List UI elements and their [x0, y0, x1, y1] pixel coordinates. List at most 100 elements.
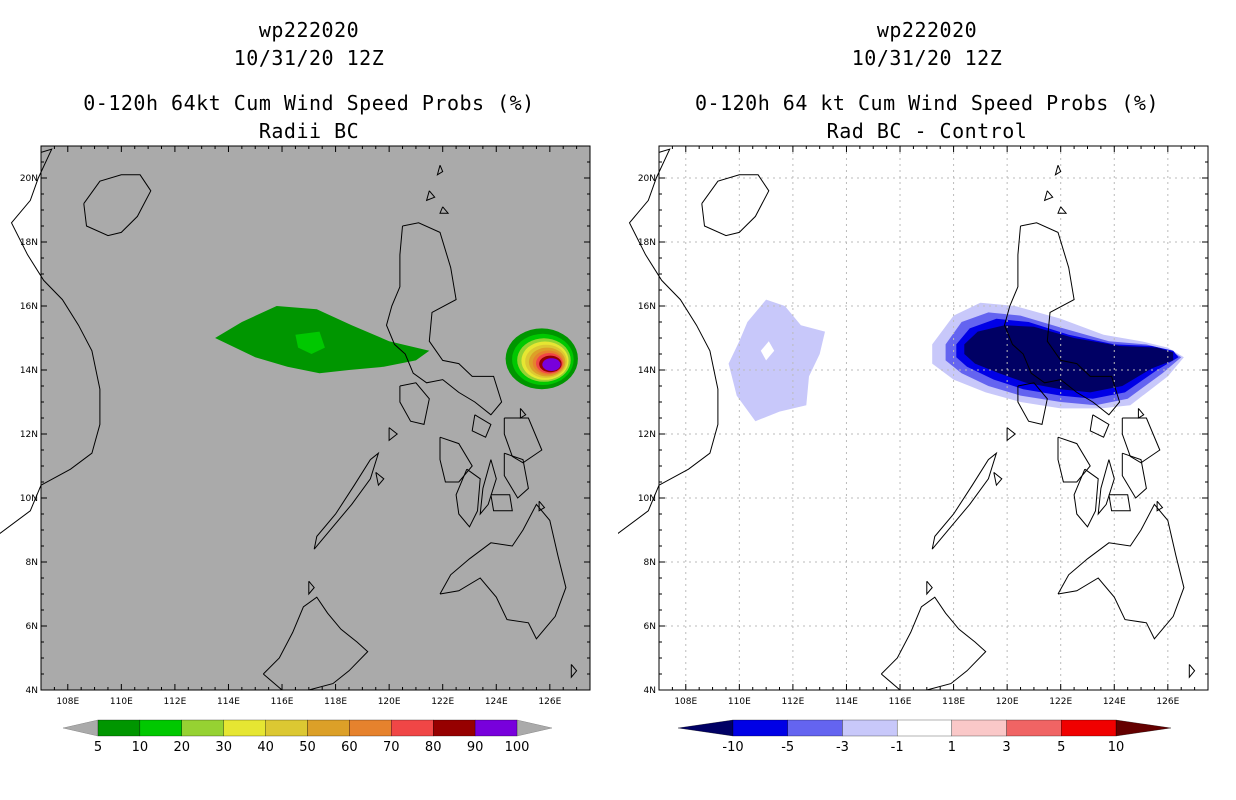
coastline — [1108, 494, 1131, 512]
coastline — [471, 414, 492, 438]
colorbar-swatch — [391, 719, 434, 737]
colorbar-swatch — [97, 719, 141, 737]
colorbar-swatch — [1061, 719, 1117, 737]
right-map-background — [659, 146, 1208, 690]
lat-tick-label: 8N — [644, 558, 656, 568]
left-product-title: 0-120h 64kt Cum Wind Speed Probs (%) — [83, 91, 535, 115]
lat-tick-label: 12N — [638, 430, 656, 440]
coastline — [313, 451, 380, 550]
colorbar-swatch — [139, 719, 182, 737]
coastline — [519, 408, 527, 419]
coastline — [503, 452, 529, 499]
lon-tick-label: 118E — [324, 697, 347, 707]
lat-tick-label: 10N — [638, 494, 656, 504]
coastline — [1057, 206, 1068, 214]
coastline — [1089, 414, 1110, 438]
diff-contour-east-4 — [964, 325, 1174, 393]
colorbar-swatch — [181, 719, 224, 737]
lon-tick-label: 124E — [485, 697, 508, 707]
lon-tick-label: 108E — [56, 697, 79, 707]
coastline — [1121, 452, 1147, 499]
left-axis-ticks: 108E 110E 112E 114E 116E 118E 120E 122E 124E 126E… — [20, 145, 591, 707]
right-difference-contours — [728, 299, 1184, 422]
lon-tick-label: 122E — [1049, 697, 1072, 707]
coastline — [479, 459, 497, 516]
colorbar-swatch — [223, 719, 266, 737]
lat-tick-label: 10N — [20, 494, 38, 504]
coastline — [1057, 436, 1091, 483]
coastline — [880, 596, 987, 691]
lon-tick-label: 112E — [781, 697, 804, 707]
colorbar-swatch — [842, 719, 898, 737]
colorbar-label: 60 — [341, 740, 358, 755]
coastline — [1006, 427, 1017, 442]
coastline — [618, 148, 719, 535]
colorbar-label: 3 — [1002, 740, 1010, 755]
prob-contour-10 — [295, 331, 325, 354]
colorbar-swatch — [433, 719, 476, 737]
coastline — [926, 580, 933, 596]
lat-tick-label: 14N — [20, 366, 38, 376]
diff-contour-west — [728, 299, 825, 422]
coastline — [993, 472, 1003, 487]
lat-tick-label: 4N — [26, 686, 38, 696]
coastline — [0, 148, 101, 535]
lon-tick-label: 126E — [1156, 697, 1179, 707]
coastline — [439, 436, 473, 483]
coastline — [931, 451, 998, 550]
left-subtitle: Radii BC — [258, 119, 360, 143]
lon-tick-label: 114E — [217, 697, 240, 707]
colorbar-swatch — [307, 719, 350, 737]
coastline — [262, 596, 369, 691]
lon-tick-label: 112E — [163, 697, 186, 707]
lon-tick-label: 116E — [271, 697, 294, 707]
colorbar-label: 30 — [215, 740, 232, 755]
coastline — [375, 472, 385, 487]
lon-tick-label: 122E — [431, 697, 454, 707]
colorbar-label: 10 — [1108, 740, 1125, 755]
lon-tick-label: 110E — [728, 697, 751, 707]
coastline — [1121, 417, 1161, 464]
right-grid — [659, 146, 1208, 691]
right-panel: wp222020 10/31/20 12Z 0-120h 64 kt Cum W… — [618, 0, 1236, 800]
colorbar-swatch — [951, 719, 1007, 737]
lon-tick-label: 116E — [889, 697, 912, 707]
lat-tick-label: 18N — [20, 238, 38, 248]
colorbar-label: 40 — [257, 740, 274, 755]
coastline — [1137, 408, 1145, 419]
lon-tick-label: 120E — [996, 697, 1019, 707]
lat-tick-label: 16N — [638, 302, 656, 312]
colorbar-label: 80 — [425, 740, 442, 755]
colorbar-swatch — [474, 719, 518, 737]
prob-contour-east-9 — [542, 358, 561, 371]
colorbar-label: 20 — [174, 740, 191, 755]
coastline — [503, 417, 543, 464]
coastline — [439, 206, 450, 214]
right-coastlines — [618, 148, 1196, 691]
left-map-background — [41, 146, 590, 690]
colorbar-swatch — [1006, 719, 1062, 737]
right-subtitle: Rad BC - Control — [826, 119, 1028, 143]
coastline — [490, 494, 513, 512]
colorbar-label: 100 — [505, 740, 530, 755]
coastline — [1156, 500, 1164, 512]
lat-tick-label: 6N — [644, 622, 656, 632]
lon-tick-label: 110E — [110, 697, 133, 707]
coastline — [1017, 382, 1048, 426]
lat-tick-label: 8N — [26, 558, 38, 568]
lon-tick-label: 114E — [835, 697, 858, 707]
colorbar-swatch — [265, 719, 308, 737]
lat-tick-label: 14N — [638, 366, 656, 376]
coastline — [1073, 468, 1099, 528]
lon-tick-label: 124E — [1103, 697, 1126, 707]
left-storm-id: wp222020 — [258, 18, 360, 42]
coastline — [1097, 459, 1115, 516]
coastline — [83, 174, 152, 237]
right-datetime: 10/31/20 12Z — [851, 46, 1003, 70]
left-probability-contours — [215, 306, 578, 390]
diff-contour-notch — [760, 341, 775, 361]
colorbar-label: -3 — [836, 740, 849, 755]
colorbar-swatch — [896, 719, 953, 737]
left-map: 108E 110E 112E 114E 116E 118E 120E 122E 124E 126E… — [0, 145, 591, 755]
right-storm-id: wp222020 — [876, 18, 978, 42]
